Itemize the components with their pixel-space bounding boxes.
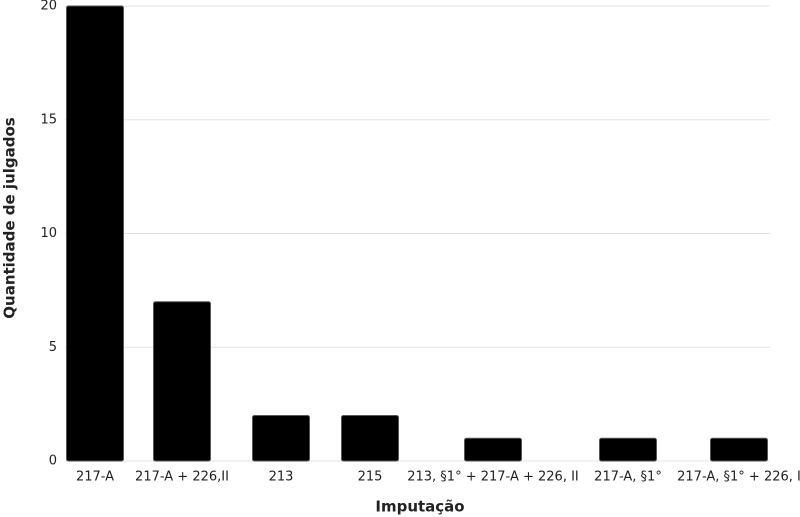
bar — [710, 437, 768, 462]
y-axis-title: Quantidade de julgados — [1, 117, 19, 319]
x-tick-label: 217-A, §1° — [594, 470, 662, 485]
bar — [599, 437, 657, 462]
bar — [252, 415, 310, 462]
x-tick-label: 217-A, §1° + 226, I — [677, 470, 800, 485]
bar — [464, 437, 522, 462]
x-tick-label: 215 — [358, 470, 383, 485]
bar — [66, 5, 124, 462]
y-tick-label: 20 — [40, 0, 57, 14]
y-tick-label: 0 — [49, 454, 57, 469]
x-axis-title: Imputação — [375, 498, 464, 516]
x-tick-label: 213 — [269, 470, 294, 485]
y-tick-label: 5 — [49, 340, 57, 355]
x-tick-label: 213, §1° + 217-A + 226, II — [407, 470, 579, 485]
y-tick-label: 10 — [40, 226, 57, 241]
bar — [153, 301, 211, 462]
y-tick-label: 15 — [40, 112, 57, 127]
x-tick-label: 217-A — [76, 470, 114, 485]
x-tick-label: 217-A + 226,II — [135, 470, 229, 485]
bar — [341, 415, 399, 462]
